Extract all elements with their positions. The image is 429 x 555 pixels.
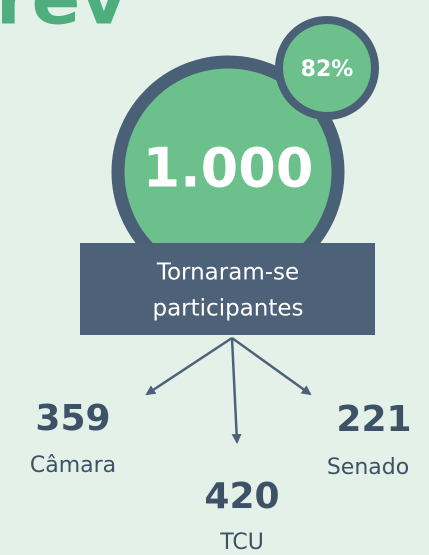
branch-value: 359 [35, 398, 110, 439]
arrow [145, 336, 233, 396]
arrow [230, 337, 242, 444]
branch-value: 420 [204, 476, 279, 517]
label-box [80, 243, 375, 335]
branch-label: TCU [219, 530, 264, 555]
box-line: participantes [152, 296, 303, 322]
badge-text: 82% [301, 57, 354, 82]
arrows [145, 336, 312, 444]
badge-circle [275, 16, 379, 120]
branch-label: Senado [327, 455, 409, 480]
branch-value: 221 [336, 399, 411, 440]
box-line: Tornaram-se [156, 260, 299, 286]
header-title: rev [0, 0, 127, 41]
arrow [231, 336, 312, 396]
branch-label: Câmara [30, 453, 116, 478]
total-value: 1.000 [143, 137, 314, 200]
